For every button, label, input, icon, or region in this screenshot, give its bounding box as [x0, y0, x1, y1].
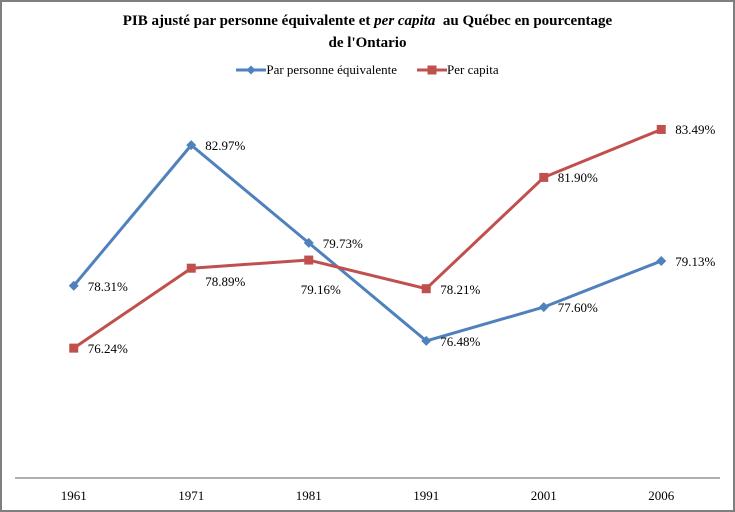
- x-tick-label-2006: 2006: [648, 488, 675, 503]
- data-label-s2-1971: 78.89%: [205, 274, 246, 290]
- x-tick-label-1961: 1961: [60, 488, 87, 503]
- chart-title: PIB ajusté par personne équivalente et p…: [0, 10, 735, 54]
- data-label-s2-2006: 83.49%: [675, 122, 716, 138]
- series-line-per-capita: [72, 127, 663, 350]
- legend-item-per-capita: Per capita: [417, 62, 499, 78]
- data-label-s1-2001: 77.60%: [557, 300, 598, 316]
- data-point-marker-s2-2006: [656, 124, 666, 134]
- x-tick-label-2001: 2001: [530, 488, 557, 503]
- data-point-marker-s1-1961: [68, 280, 79, 291]
- chart-title-line1: PIB ajusté par personne équivalente et p…: [122, 13, 613, 29]
- chart-title-italic: per capita: [374, 13, 436, 29]
- legend-item-label: Per capita: [447, 62, 499, 77]
- legend-marker-sample: [246, 65, 256, 75]
- legend-item-label: Par personne équivalente: [266, 62, 398, 77]
- data-label-s2-1961: 76.24%: [87, 341, 128, 357]
- legend-marker-sample: [427, 65, 437, 75]
- data-label-s1-1981: 79.73%: [322, 235, 363, 251]
- data-point-marker-s2-1961: [69, 343, 79, 353]
- data-label-s2-1991: 78.21%: [440, 281, 481, 297]
- data-label-s2-1981: 79.16%: [300, 282, 341, 298]
- series-line-par-personne-equivalente: [72, 143, 663, 343]
- chart-title-line2: de l'Ontario: [328, 35, 407, 51]
- legend-item-par-personne-equivalente: Par personne équivalente: [236, 62, 397, 78]
- data-label-s1-1991: 76.48%: [440, 333, 481, 349]
- data-point-marker-s2-1991: [421, 284, 431, 294]
- data-point-marker-s2-2001: [539, 172, 549, 182]
- data-point-marker-s2-1971: [186, 263, 196, 273]
- legend-marker-diamond-icon: [236, 65, 267, 75]
- data-label-s1-2006: 79.13%: [675, 253, 716, 269]
- data-label-s2-2001: 81.90%: [557, 170, 598, 186]
- data-point-marker-s2-1981: [304, 255, 314, 265]
- data-point-marker-s1-2006: [656, 255, 667, 266]
- chart-legend: Par personne équivalente Per capita: [0, 62, 735, 78]
- data-point-marker-s1-1991: [421, 335, 432, 346]
- legend-marker-square-icon: [417, 65, 448, 75]
- x-tick-label-1991: 1991: [413, 488, 440, 503]
- data-point-marker-s1-2001: [538, 302, 549, 313]
- data-point-marker-s1-1981: [303, 237, 314, 248]
- x-tick-label-1981: 1981: [295, 488, 322, 503]
- data-point-marker-s1-1971: [186, 140, 197, 151]
- data-label-s1-1961: 78.31%: [87, 278, 128, 294]
- data-label-s1-1971: 82.97%: [205, 138, 246, 154]
- x-tick-label-1971: 1971: [178, 488, 205, 503]
